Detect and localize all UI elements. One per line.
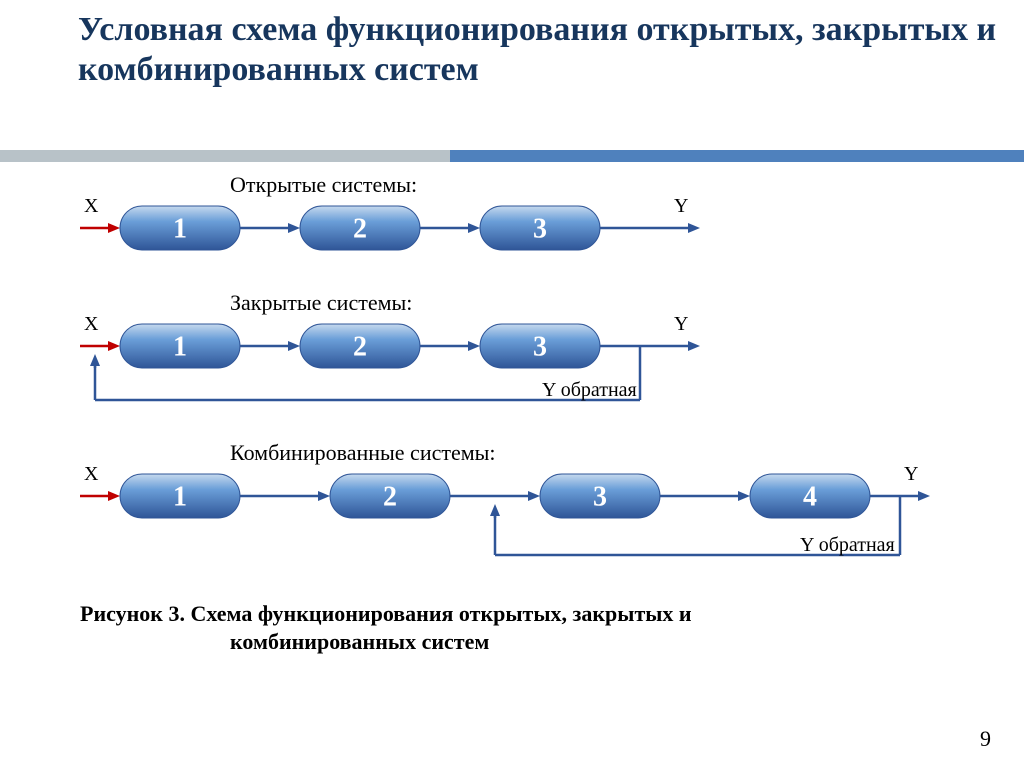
x-label-open: X: [84, 195, 99, 217]
y-label-closed: Y: [674, 313, 688, 335]
y-label-combined: Y: [904, 463, 918, 485]
node-label-closed-2: 2: [353, 332, 367, 363]
node-label-combined-3: 3: [593, 482, 607, 513]
node-label-combined-2: 2: [383, 482, 397, 513]
section-label-open: Открытые системы:: [230, 172, 417, 198]
feedback-label-closed: Y обратная: [542, 379, 637, 401]
node-label-combined-4: 4: [803, 482, 817, 513]
x-label-closed: X: [84, 313, 99, 335]
node-label-open-3: 3: [533, 214, 547, 245]
x-label-combined: X: [84, 463, 99, 485]
node-label-closed-3: 3: [533, 332, 547, 363]
node-label-open-2: 2: [353, 214, 367, 245]
node-label-open-1: 1: [173, 214, 187, 245]
section-label-combined: Комбинированные системы:: [230, 440, 496, 466]
feedback-label-combined: Y обратная: [800, 534, 895, 556]
page-number: 9: [980, 726, 991, 752]
caption-line2: комбинированных систем: [230, 628, 489, 656]
node-label-combined-1: 1: [173, 482, 187, 513]
y-label-open: Y: [674, 195, 688, 217]
section-label-closed: Закрытые системы:: [230, 290, 412, 316]
node-label-closed-1: 1: [173, 332, 187, 363]
figure-caption: Рисунок 3. Схема функционирования открыт…: [80, 600, 692, 655]
slide: Условная схема функционирования открытых…: [0, 0, 1024, 768]
caption-line1: Рисунок 3. Схема функционирования открыт…: [80, 601, 692, 626]
